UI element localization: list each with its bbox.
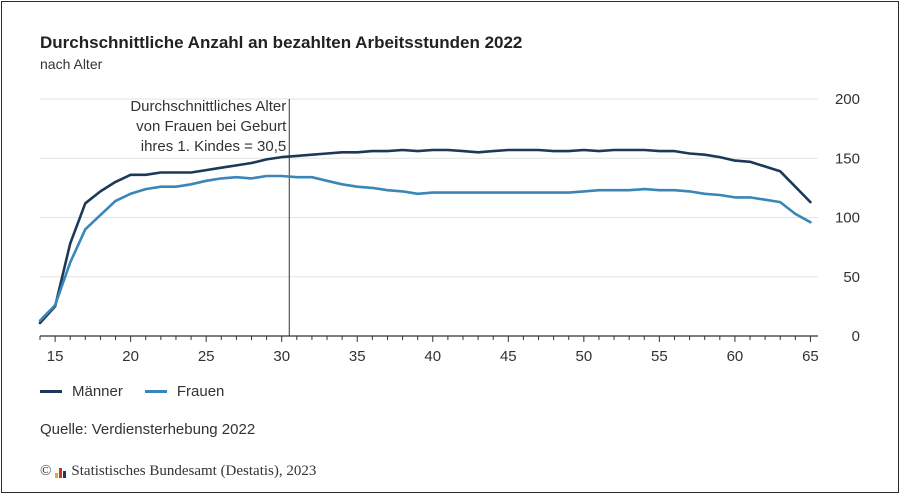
annotation-label-line-1: Durchschnittliches Alter	[130, 98, 286, 115]
x-tick-label-60: 60	[727, 348, 744, 365]
annotation-label-line-2: von Frauen bei Geburt	[136, 118, 287, 135]
x-tick-label-15: 15	[47, 348, 64, 365]
legend-label-frauen: Frauen	[176, 383, 225, 400]
source-note: Quelle: Verdiensterhebung 2022	[40, 421, 256, 438]
x-tick-label-55: 55	[651, 348, 668, 365]
y-tick-label-100: 100	[835, 210, 860, 227]
x-tick-label-65: 65	[802, 348, 819, 365]
x-tick-label-20: 20	[122, 348, 139, 365]
legend-item-maenner: Männer	[40, 383, 123, 400]
y-tick-label-0: 0	[852, 328, 860, 345]
y-tick-label-200: 200	[835, 91, 860, 108]
copyright-text: Statistisches Bundesamt (Destatis), 2023	[71, 463, 317, 479]
x-tick-label-30: 30	[273, 348, 290, 365]
legend-item-frauen: Frauen	[144, 383, 225, 400]
x-tick-label-45: 45	[500, 348, 517, 365]
copyright: © Statistisches Bundesamt (Destatis), 20…	[40, 463, 316, 480]
x-tick-label-50: 50	[576, 348, 593, 365]
chart-title: Durchschnittliche Anzahl an bezahlten Ar…	[40, 33, 523, 52]
y-tick-label-150: 150	[835, 150, 860, 167]
legend-label-maenner: Männer	[72, 383, 123, 400]
legend-swatch-frauen	[144, 390, 167, 393]
x-tick-label-40: 40	[424, 348, 441, 365]
chart-subtitle: nach Alter	[40, 56, 103, 72]
legend: Männer Frauen	[40, 383, 246, 400]
x-tick-label-25: 25	[198, 348, 215, 365]
annotation-label-line-3: ihres 1. Kindes = 30,5	[141, 138, 287, 155]
x-tick-label-35: 35	[349, 348, 366, 365]
series-line-frauen	[38, 174, 812, 322]
series-line-maenner	[38, 148, 812, 325]
copyright-symbol: ©	[40, 463, 52, 479]
y-tick-label-50: 50	[843, 269, 860, 286]
legend-swatch-maenner	[40, 390, 62, 393]
destatis-bars-icon	[55, 466, 67, 478]
